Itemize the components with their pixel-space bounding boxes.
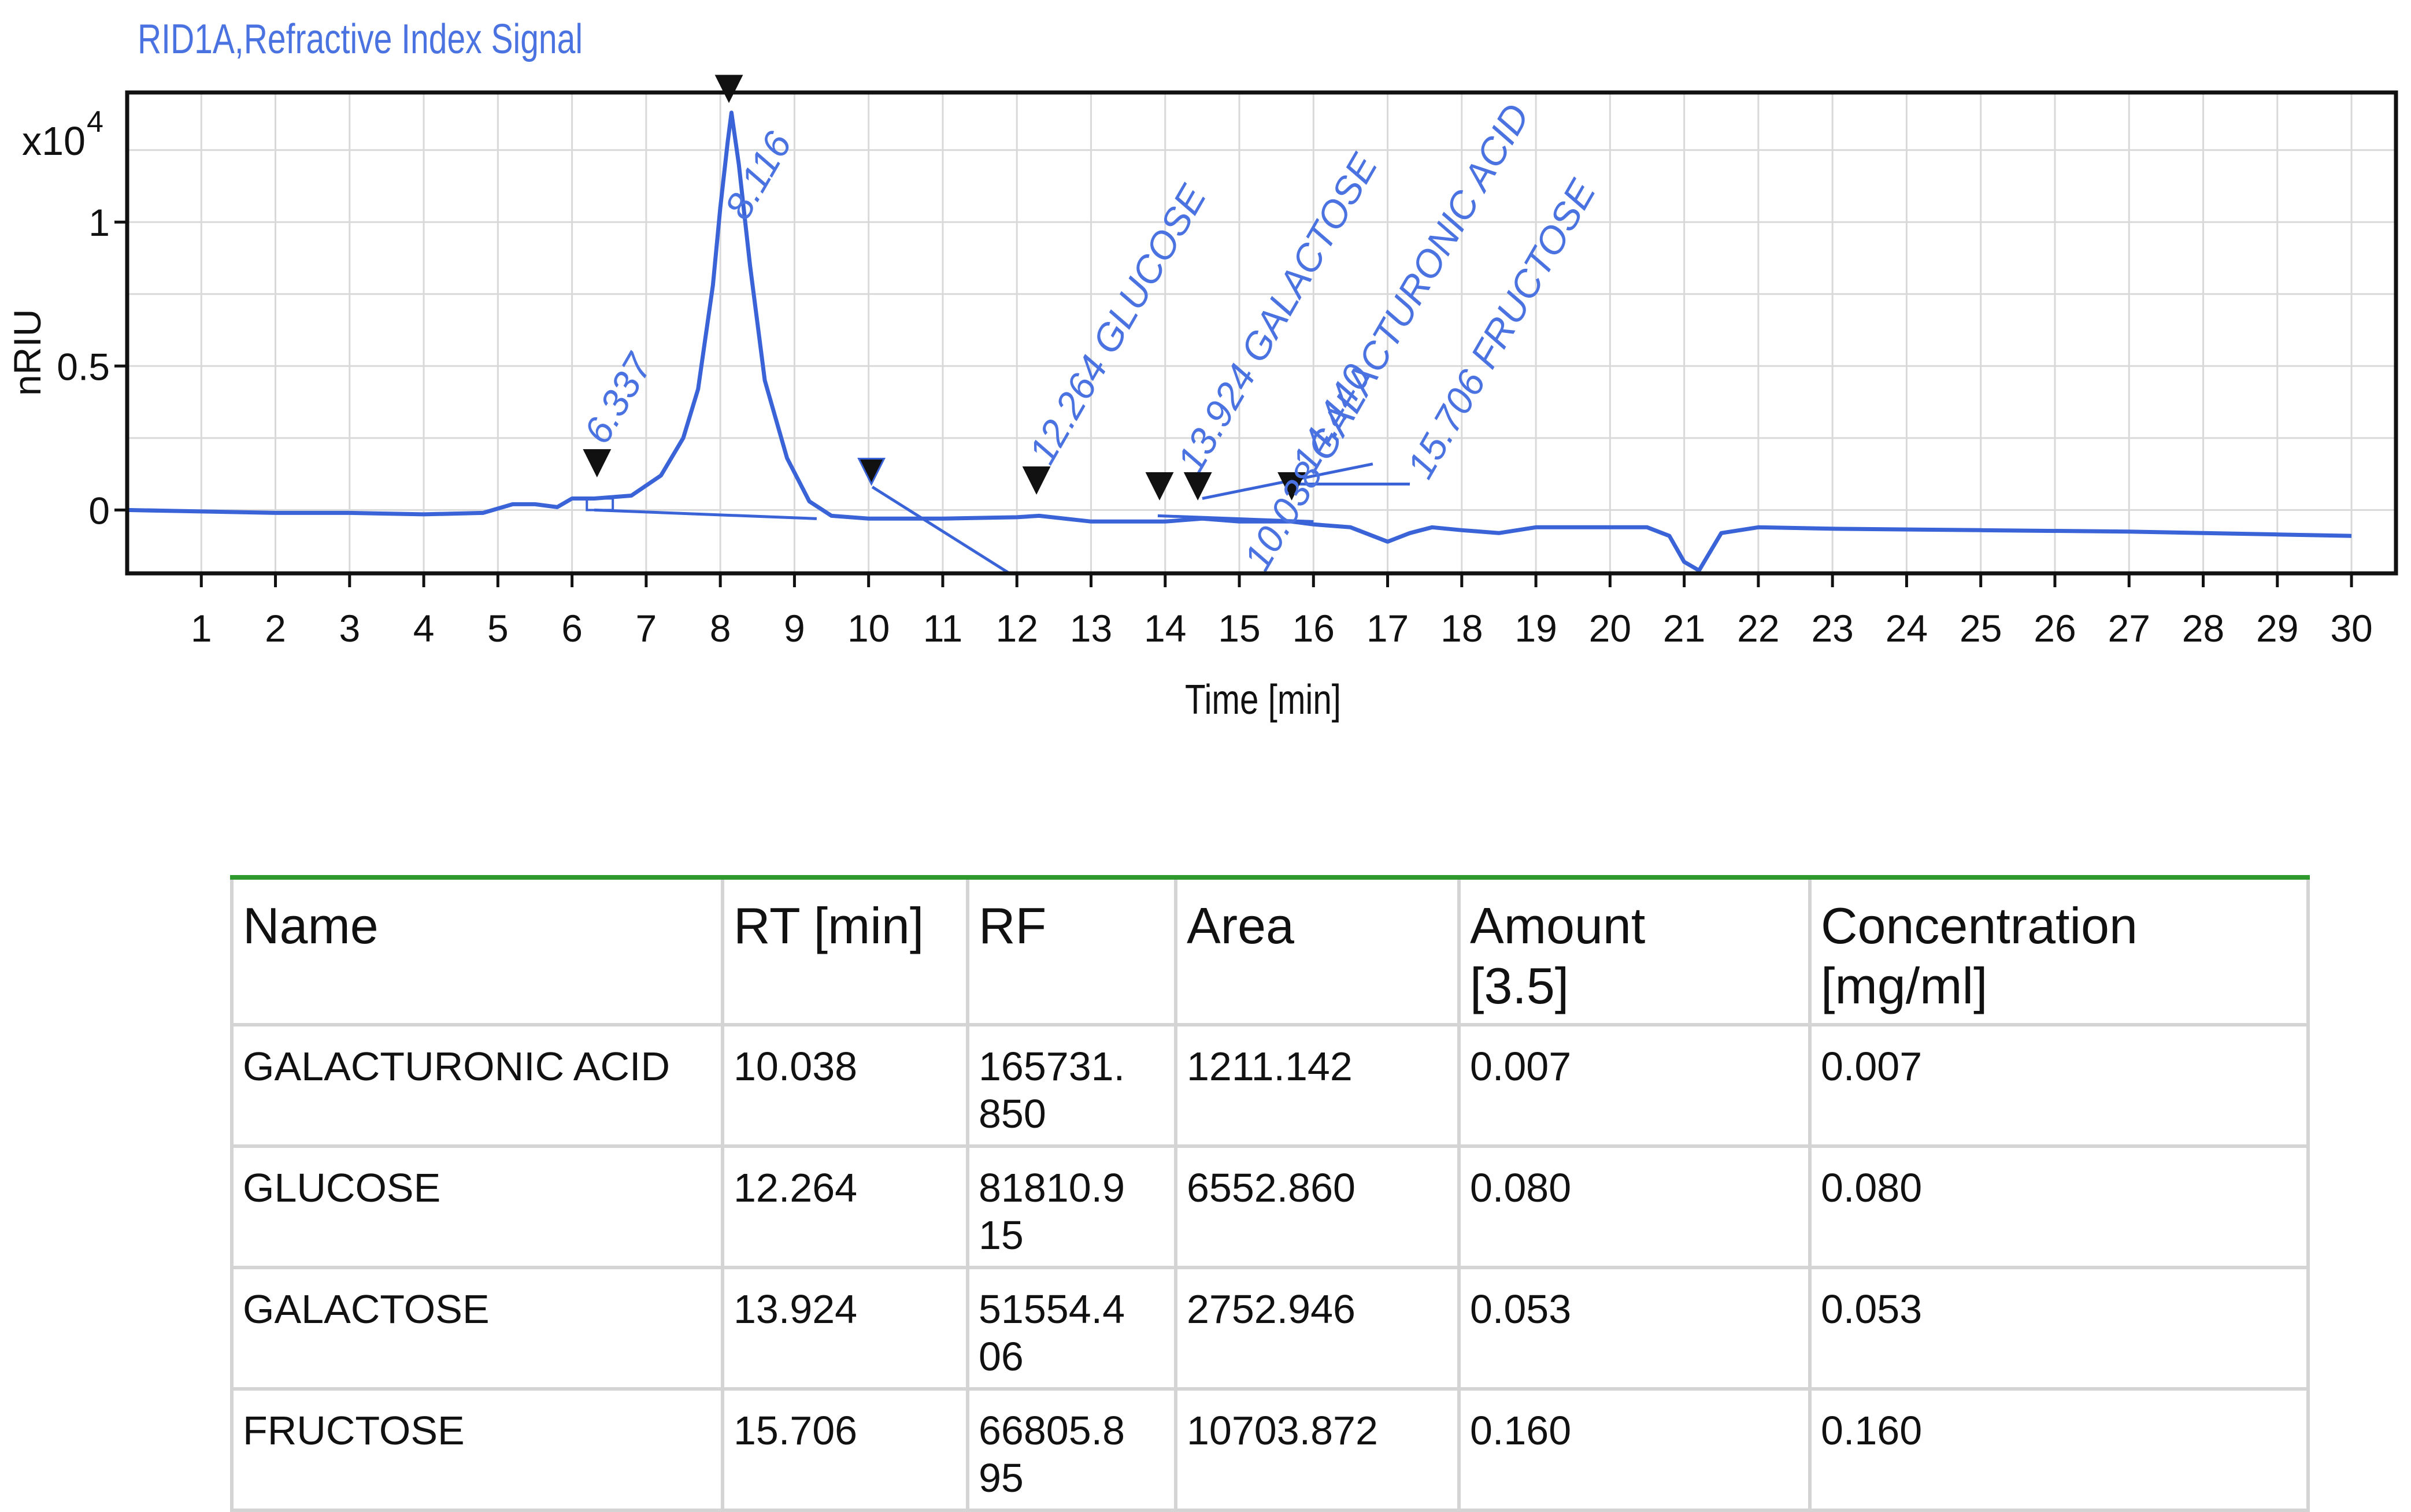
x-tick-label: 11 (923, 607, 963, 650)
y-tick-label: 0 (88, 489, 110, 532)
x-tick-label: 25 (1960, 607, 2002, 650)
y-tick-label: 0.5 (57, 345, 110, 388)
baseline-line (871, 486, 1010, 575)
column-header: Amount [3.5] (1459, 877, 1812, 1026)
table-cell: 10703.872 (1176, 1389, 1461, 1512)
peak-label: 6.337 (575, 346, 661, 451)
x-axis-label: Time [min] (1185, 677, 1341, 723)
x-tick-label: 19 (1514, 607, 1557, 650)
table-cell: 1211.142 (1176, 1025, 1461, 1148)
x-tick-label: 23 (1811, 607, 1853, 650)
plot-grid (127, 92, 2396, 573)
table-cell: FRUCTOSE (230, 1389, 724, 1512)
table-cell: 51554.4 06 (968, 1268, 1177, 1391)
table-cell: 10.038 (723, 1025, 969, 1148)
column-header: RT [min] (723, 877, 969, 1026)
x-tick-label: 5 (487, 607, 509, 650)
table-cell: 15.706 (723, 1389, 969, 1512)
plot-frame (125, 90, 2398, 576)
table-cell: 81810.9 15 (968, 1146, 1177, 1269)
table-cell: 165731. 850 (968, 1025, 1177, 1148)
x-tick-label: 29 (2256, 607, 2298, 650)
x-tick-label: 17 (1366, 607, 1409, 650)
y-tick-label: 1 (88, 201, 110, 244)
x-tick-label: 1 (191, 607, 212, 650)
x-tick-label: 12 (996, 607, 1038, 650)
table-cell: 0.080 (1810, 1146, 2310, 1269)
x-tick-label: 16 (1292, 607, 1335, 650)
table-cell: 0.080 (1459, 1146, 1812, 1269)
y-multiplier-label: x10 (22, 118, 86, 164)
x-tick-label: 2 (265, 607, 286, 650)
table-cell: GALACTURONIC ACID (230, 1025, 724, 1148)
table-header-row: Name RT [min] RF Area Amount [3.5] Concentrat… (230, 877, 2310, 1026)
table-cell: 12.264 (723, 1146, 969, 1269)
baseline-line (594, 508, 817, 520)
peak-marker (714, 75, 743, 103)
x-tick-label: 22 (1737, 607, 1779, 650)
peak-marker (1183, 472, 1212, 501)
x-tick-label: 18 (1440, 607, 1483, 650)
column-header: RF (968, 877, 1177, 1026)
y-axis: 00.51 (57, 201, 127, 532)
peak-marker (857, 458, 886, 486)
x-tick-label: 7 (636, 607, 657, 650)
table-cell: 0.160 (1810, 1389, 2310, 1512)
peak-marker (583, 449, 612, 477)
x-tick-label: 20 (1589, 607, 1631, 650)
table-cell: 0.007 (1459, 1025, 1812, 1148)
peak-marker (1145, 472, 1174, 501)
x-tick-label: 14 (1144, 607, 1186, 650)
table-row: GALACTURONIC ACID 10.038 165731. 850 1211.1… (230, 1025, 2310, 1148)
x-tick-label: 8 (710, 607, 731, 650)
column-header: Name (230, 877, 724, 1026)
x-tick-label: 9 (784, 607, 805, 650)
table-row: GLUCOSE 12.264 81810.9 15 6552.860 0.080 0.08… (230, 1146, 2310, 1269)
y-axis-label: nRIU (6, 309, 49, 396)
x-tick-label: 15 (1218, 607, 1260, 650)
x-tick-label: 13 (1070, 607, 1112, 650)
table-row: GALACTOSE 13.924 51554.4 06 2752.946 0.053 0.… (230, 1268, 2310, 1391)
x-tick-label: 3 (339, 607, 360, 650)
x-tick-label: 24 (1886, 607, 1928, 650)
table-cell: GALACTOSE (230, 1268, 724, 1391)
x-tick-label: 30 (2330, 607, 2372, 650)
table-cell: 0.053 (1459, 1268, 1812, 1391)
x-tick-label: 28 (2182, 607, 2224, 650)
table-cell: 0.007 (1810, 1025, 2310, 1148)
results-table: Name RT [min] RF Area Amount [3.5] Concentrat… (230, 875, 2310, 1512)
table-row: FRUCTOSE 15.706 66805.8 95 10703.872 0.160 0.… (230, 1389, 2310, 1512)
table-cell: GLUCOSE (230, 1146, 724, 1269)
x-axis: 1 2 3 4 5 6 7 8 9 10 11 12 13 14 15 16 17 18 19 20 21 22 23 24 2… (191, 573, 2373, 650)
peak-marker (1277, 472, 1306, 501)
table-cell: 0.053 (1810, 1268, 2310, 1391)
table-cell: 6552.860 (1176, 1146, 1461, 1269)
table-cell: 2752.946 (1176, 1268, 1461, 1391)
x-tick-label: 6 (561, 607, 583, 650)
chromatogram-chart: RID1A,Refractive Index Signal x10 4 nRIU… (6, 16, 2398, 723)
table-cell: 13.924 (723, 1268, 969, 1391)
x-tick-label: 4 (413, 607, 435, 650)
column-header: Area (1176, 877, 1461, 1026)
peak-marker (1022, 466, 1051, 495)
y-multiplier-exponent: 4 (87, 105, 103, 139)
column-header: Concentration [mg/ml] (1810, 877, 2310, 1026)
x-tick-label: 10 (847, 607, 890, 650)
chart-title: RID1A,Refractive Index Signal (138, 16, 583, 62)
table-cell: 0.160 (1459, 1389, 1812, 1512)
signal-trace (127, 110, 2352, 573)
x-tick-label: 27 (2108, 607, 2150, 650)
x-tick-label: 21 (1663, 607, 1705, 650)
x-tick-label: 26 (2034, 607, 2076, 650)
table-cell: 66805.8 95 (968, 1389, 1177, 1512)
